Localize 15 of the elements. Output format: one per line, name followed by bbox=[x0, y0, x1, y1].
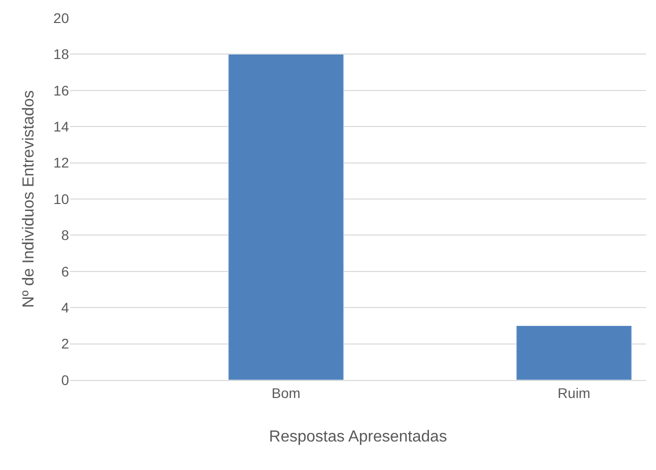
y-tick-label: 18 bbox=[53, 46, 70, 62]
y-tick-label: 8 bbox=[61, 227, 70, 244]
y-tick-label: 14 bbox=[53, 118, 70, 134]
y-tick-label: 6 bbox=[61, 263, 70, 280]
y-tick-label: 12 bbox=[53, 154, 70, 171]
x-tick-label: Bom bbox=[272, 384, 300, 401]
y-tick-label: 0 bbox=[61, 372, 70, 388]
y-tick-label: 10 bbox=[53, 190, 70, 207]
y-tick-label: 20 bbox=[53, 10, 70, 26]
y-tick-label: 2 bbox=[61, 336, 70, 352]
y-axis-title: Nº de Individuos Entrevistados bbox=[20, 90, 38, 308]
x-axis-title: Respostas Apresentadas bbox=[269, 428, 447, 446]
x-tick-label: Ruim bbox=[558, 384, 590, 401]
y-tick-label: 16 bbox=[53, 82, 70, 98]
y-tick-label: 4 bbox=[61, 300, 70, 316]
